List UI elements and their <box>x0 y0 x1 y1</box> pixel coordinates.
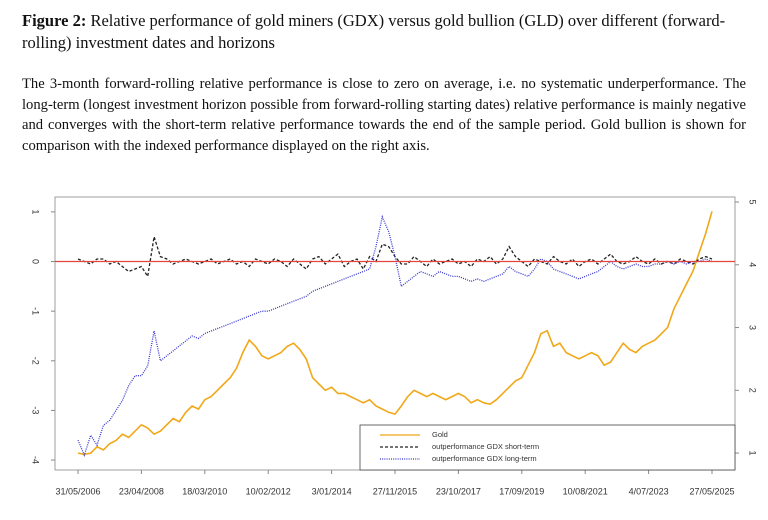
x-tick-label: 27/11/2015 <box>373 486 417 496</box>
y2-tick-label: 5 <box>748 200 758 205</box>
y2-tick-label: 1 <box>748 451 758 456</box>
figure-description: The 3-month forward-rolling relative per… <box>22 76 746 154</box>
y-tick-label: 1 <box>31 209 41 214</box>
series-line <box>77 211 713 456</box>
caption-text: Relative performance of gold miners (GDX… <box>22 11 726 52</box>
y2-tick-label: 4 <box>748 262 758 267</box>
x-tick-label: 23/10/2017 <box>436 486 481 496</box>
x-tick-label: 3/01/2014 <box>312 486 352 496</box>
x-tick-label: 18/03/2010 <box>182 486 227 496</box>
legend-label: outperformance GDX short-term <box>432 442 539 451</box>
series-line <box>77 214 713 457</box>
y-tick-label: 0 <box>31 259 41 264</box>
x-tick-label: 23/04/2008 <box>119 486 164 496</box>
x-tick-label: 17/09/2019 <box>499 486 544 496</box>
legend-box <box>359 424 736 471</box>
y-tick-label: -4 <box>31 456 41 464</box>
y2-tick-label: 3 <box>748 325 758 330</box>
figure-caption: Figure 2: Relative performance of gold m… <box>22 10 746 54</box>
y-tick-label: -3 <box>31 406 41 414</box>
x-tick-label: 4/07/2023 <box>629 486 669 496</box>
y2-tick-label: 2 <box>748 388 758 393</box>
x-tick-label: 10/08/2021 <box>563 486 608 496</box>
legend-label: Gold <box>432 430 448 439</box>
x-tick-label: 27/05/2025 <box>689 486 734 496</box>
y-tick-label: -2 <box>31 357 41 365</box>
x-tick-label: 31/05/2006 <box>55 486 100 496</box>
chart: -4 -3 -2 -1 0 1 1 2 3 4 5 31/05/2006 23/04/2008 18/03… <box>31 196 758 496</box>
caption-label: Figure 2: <box>22 11 87 30</box>
x-tick-label: 10/02/2012 <box>246 486 291 496</box>
legend-label: outperformance GDX long-term <box>432 454 537 463</box>
y-tick-label: -1 <box>31 307 41 315</box>
